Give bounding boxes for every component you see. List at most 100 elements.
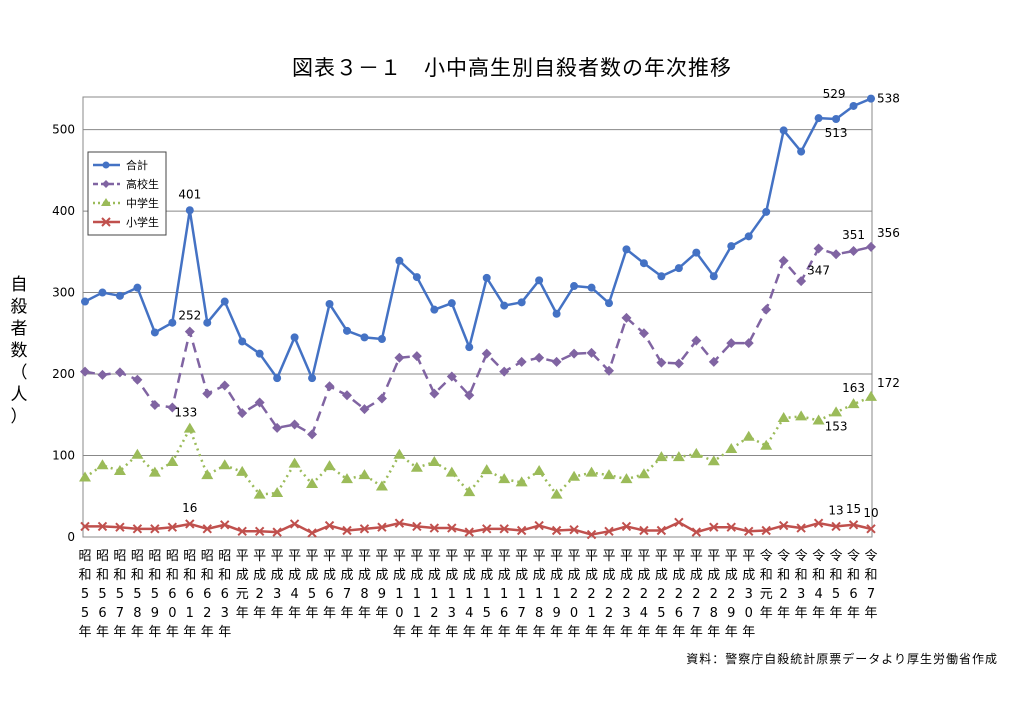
x-tick-char: 年 (166, 625, 179, 640)
data-point (620, 473, 633, 484)
data-point (621, 312, 632, 323)
data-point (742, 430, 755, 441)
x-tick-label: 平成 2 2 年 (602, 549, 615, 640)
x-tick-char: 年 (218, 625, 231, 640)
x-tick-char: 平 (480, 549, 493, 564)
data-point (482, 273, 491, 282)
x-tick-char: 年 (847, 606, 860, 621)
data-point (255, 349, 264, 358)
x-tick-label: 平成 1 5 年 (480, 549, 493, 640)
x-tick-char: 年 (393, 625, 406, 640)
x-tick-char: 5 (308, 587, 316, 602)
data-point (218, 459, 231, 470)
x-tick-char: 1 (186, 606, 194, 621)
legend-label: 中学生 (126, 196, 159, 210)
data-point (464, 527, 474, 537)
series-line-0 (84, 97, 872, 380)
x-tick-char: 年 (323, 606, 336, 621)
x-tick-char: 和 (777, 568, 790, 583)
data-point (202, 524, 212, 534)
data-point (288, 457, 301, 468)
data-point (219, 380, 230, 391)
x-tick-char: 7 (867, 587, 875, 602)
data-point (411, 351, 422, 362)
x-tick-char: 和 (166, 568, 179, 583)
y-axis-title-char: 人 (11, 385, 28, 405)
data-point (569, 348, 580, 359)
x-tick-label: 平成 1 4 年 (463, 549, 476, 640)
data-point (306, 478, 319, 489)
data-point (603, 469, 615, 480)
x-tick-char: 年 (550, 625, 563, 640)
x-tick-char: 年 (288, 606, 301, 621)
data-point (832, 115, 841, 123)
x-tick-char: 成 (358, 568, 371, 583)
data-point (447, 523, 457, 533)
x-tick-char: 令 (830, 549, 843, 564)
x-tick-char: 令 (864, 549, 877, 564)
x-tick-label: 昭和 5 6 年 (96, 549, 109, 640)
x-tick-char: 3 (221, 606, 229, 621)
source-note: 資料：警察庁自殺統計原票データより厚生労働省作成 (686, 652, 998, 666)
x-tick-char: 年 (690, 625, 703, 640)
x-tick-char: 昭 (96, 549, 109, 564)
data-point (552, 309, 561, 318)
data-point (412, 273, 421, 282)
data-label: 163 (842, 381, 865, 395)
legend-marker (101, 198, 111, 206)
x-tick-char: 5 (116, 587, 124, 602)
x-tick-char: 年 (78, 625, 91, 640)
data-point (393, 448, 406, 459)
x-tick-char: 平 (410, 549, 423, 564)
x-tick-char: 令 (777, 549, 790, 564)
x-tick-label: 昭和 6 1 年 (183, 549, 196, 640)
x-tick-char: 平 (620, 549, 633, 564)
x-tick-char: 成 (533, 568, 546, 583)
x-tick-char: 年 (515, 625, 528, 640)
x-tick-label: 平成 2 0 年 (568, 549, 581, 640)
x-tick-char: 9 (552, 606, 560, 621)
x-tick-char: 年 (428, 625, 441, 640)
x-tick-char: 8 (360, 587, 368, 602)
x-tick-char: 元 (760, 587, 773, 602)
data-point (796, 276, 807, 287)
x-tick-char: 年 (236, 606, 249, 621)
data-point (534, 520, 544, 531)
x-tick-char: 和 (148, 568, 161, 583)
data-label: 513 (825, 126, 848, 140)
data-point (762, 207, 771, 216)
x-tick-char: 成 (375, 568, 388, 583)
data-point (726, 338, 737, 349)
data-point (499, 524, 509, 534)
data-label: 401 (178, 187, 201, 201)
data-point (500, 301, 509, 310)
x-tick-label: 昭和 5 8 年 (131, 549, 144, 640)
x-tick-char: 令 (760, 549, 773, 564)
x-tick-char: 2 (692, 587, 700, 602)
data-point (324, 381, 335, 392)
x-tick-char: 昭 (113, 549, 126, 564)
x-tick-char: 年 (271, 606, 284, 621)
x-tick-char: 平 (445, 549, 458, 564)
data-point (80, 521, 90, 532)
x-tick-char: 5 (657, 606, 665, 621)
data-point (238, 337, 247, 346)
data-point (342, 525, 352, 536)
data-point (516, 525, 527, 536)
data-point (360, 333, 369, 342)
x-tick-char: 年 (445, 625, 458, 640)
x-tick-char: 5 (483, 606, 491, 621)
data-point (167, 522, 178, 532)
x-tick-char: 平 (323, 549, 336, 564)
x-tick-char: 和 (131, 568, 144, 583)
x-tick-char: 7 (518, 606, 526, 621)
x-tick-label: 令和 4 年 (812, 549, 825, 621)
data-label: 351 (842, 228, 865, 242)
y-tick-label: 200 (52, 367, 75, 381)
legend-marker (102, 161, 110, 169)
data-point (359, 524, 370, 534)
x-tick-char: 平 (725, 549, 738, 564)
data-point (342, 390, 352, 401)
data-point (657, 272, 666, 281)
